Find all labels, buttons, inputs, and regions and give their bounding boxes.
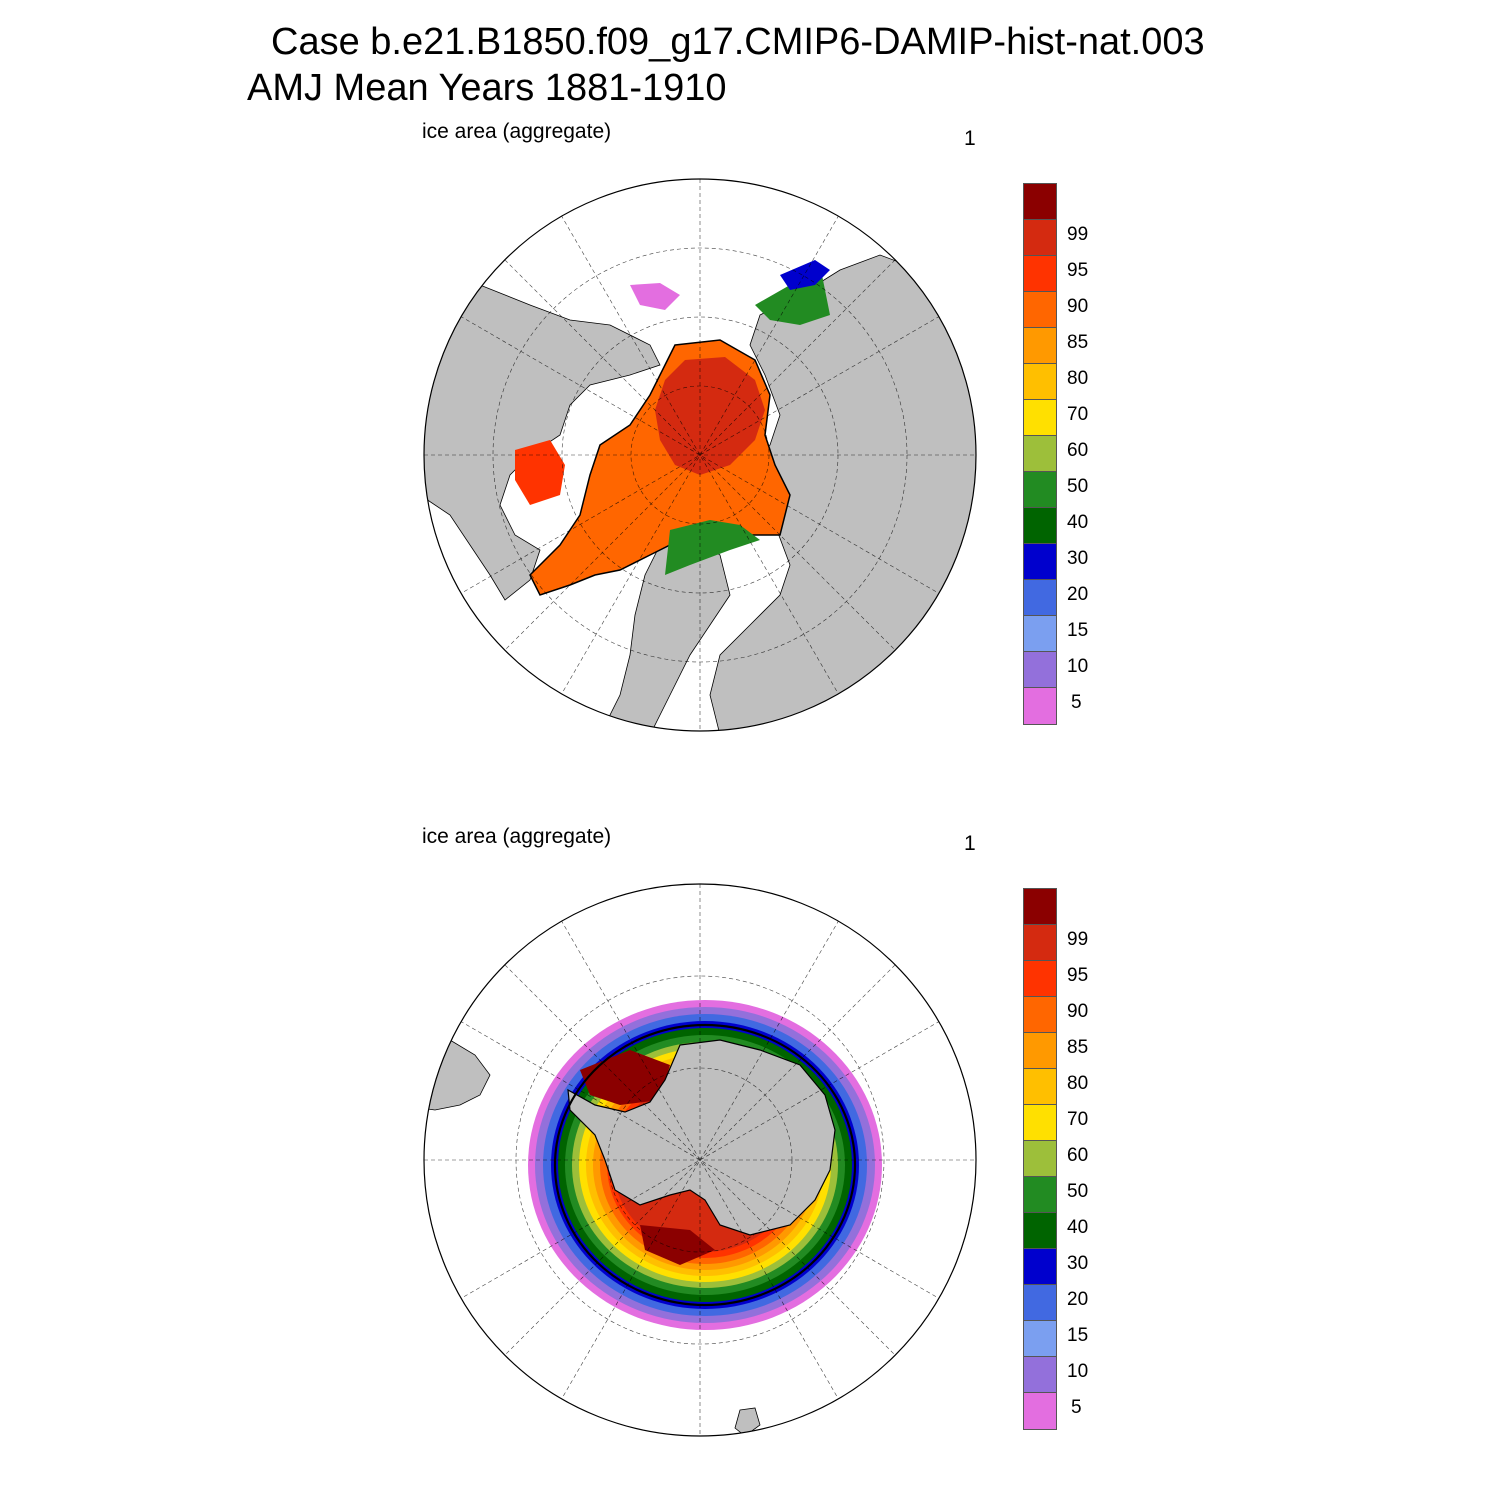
colorbar-2-swatch [1023,1392,1057,1430]
north-ice-atlantic-green [665,520,760,575]
colorbar-2-tick-label: 10 [1067,1361,1089,1382]
colorbar-2-tick-label: 5 [1071,1397,1082,1418]
south-ice-ross-max [640,1225,715,1265]
colorbar-1-swatch [1023,543,1057,581]
colorbar-1-tick-label: 90 [1067,296,1089,317]
colorbar-2-tick-label: 15 [1067,1325,1089,1346]
north-ice-pacific-blue [780,260,830,290]
colorbar-1-tick-label: 70 [1067,404,1089,425]
colorbar-2-swatch [1023,1140,1057,1178]
colorbar-1-tick-label: 30 [1067,548,1089,569]
colorbar-2-swatch [1023,960,1057,998]
colorbar-2-swatch [1023,1104,1057,1142]
colorbar-2-swatch [1023,1284,1057,1322]
colorbar-1-swatch [1023,435,1057,473]
colorbar-1-swatch [1023,327,1057,365]
colorbar-1-swatch [1023,651,1057,689]
colorbar-1-swatch [1023,291,1057,329]
panel-2-label: ice area (aggregate) [422,825,612,848]
colorbar-2-swatch [1023,1068,1057,1106]
colorbar-2-tick-label: 30 [1067,1253,1089,1274]
colorbar-2-swatch [1023,1212,1057,1250]
north-ice-hudson [515,440,565,505]
title-line-1: Case b.e21.B1850.f09_g17.CMIP6-DAMIP-his… [271,21,1205,63]
colorbar-2-tick-label: 99 [1067,929,1089,950]
panel-1-label: ice area (aggregate) [422,120,612,143]
colorbar-1-tick-label: 5 [1071,692,1082,713]
colorbar-2-swatch [1023,996,1057,1034]
colorbar-2-swatch [1023,1320,1057,1358]
colorbar-2-tick-label: 95 [1067,965,1089,986]
colorbar-1-swatch [1023,255,1057,293]
colorbar-2-tick-label: 70 [1067,1109,1089,1130]
colorbar-1-tick-label: 20 [1067,584,1089,605]
panel-2-number: 1 [964,832,976,855]
north-ice-bering-magenta [630,283,680,310]
panel-1-number: 1 [964,127,976,150]
colorbar-1-swatch [1023,471,1057,509]
colorbar-2-tick-label: 40 [1067,1217,1089,1238]
colorbar-1-swatch [1023,579,1057,617]
colorbar-1-tick-label: 99 [1067,224,1089,245]
colorbar-1-tick-label: 15 [1067,620,1089,641]
colorbar-2-tick-label: 60 [1067,1145,1089,1166]
north-land-europe [599,534,731,731]
colorbar-1-tick-label: 80 [1067,368,1089,389]
colorbar-1-swatch [1023,615,1057,653]
colorbar-1-swatch [1023,399,1057,437]
colorbar-2-swatch [1023,1356,1057,1394]
colorbar-1-swatch [1023,363,1057,401]
colorbar-2-tick-label: 50 [1067,1181,1089,1202]
colorbar-1-swatch [1023,219,1057,257]
colorbar-1-tick-label: 50 [1067,476,1089,497]
colorbar-2-swatch [1023,1176,1057,1214]
colorbar-2-tick-label: 20 [1067,1289,1089,1310]
south-polar-map [423,883,977,1437]
north-ice-core [655,357,765,475]
colorbar-1-swatch [1023,507,1057,545]
colorbar-1-tick-label: 85 [1067,332,1089,353]
colorbar-2-swatch [1023,1032,1057,1070]
colorbar-1-tick-label: 10 [1067,656,1089,677]
south-land-antarctica [567,1039,836,1236]
colorbar-2-swatch [1023,1248,1057,1286]
colorbar-1-swatch [1023,183,1057,221]
colorbar-1-tick-label: 60 [1067,440,1089,461]
colorbar-2-tick-label: 90 [1067,1001,1089,1022]
colorbar-2-swatch [1023,888,1057,926]
colorbar-1-swatch [1023,687,1057,725]
colorbar-2-tick-label: 80 [1067,1073,1089,1094]
colorbar-1-tick-label: 40 [1067,512,1089,533]
north-polar-map [423,178,977,732]
title-line-2: AMJ Mean Years 1881-1910 [247,67,727,109]
colorbar-2-swatch [1023,924,1057,962]
colorbar-2-tick-label: 85 [1067,1037,1089,1058]
colorbar-1-tick-label: 95 [1067,260,1089,281]
south-ice-edge-contour [553,1023,857,1307]
